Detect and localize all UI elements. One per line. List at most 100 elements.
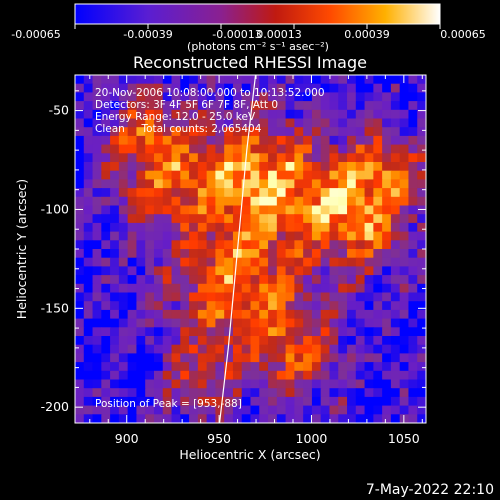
- heatmap-cell: [311, 414, 322, 423]
- heatmap-cell: [259, 179, 269, 189]
- heatmap-cell: [197, 379, 208, 389]
- heatmap-cell: [118, 336, 129, 346]
- heatmap-cell: [127, 144, 138, 154]
- heatmap-cell: [259, 75, 269, 85]
- heatmap-cell: [311, 83, 322, 93]
- heatmap-cell: [285, 388, 295, 398]
- heatmap-cell: [320, 222, 331, 233]
- heatmap-cell: [101, 127, 111, 137]
- heatmap-cell: [408, 196, 418, 207]
- heatmap-cell: [382, 414, 392, 423]
- heatmap-cell: [110, 205, 120, 215]
- heatmap-cell: [373, 135, 383, 146]
- heatmap-cell: [355, 231, 366, 241]
- heatmap-cell: [101, 214, 111, 224]
- heatmap-cell: [127, 231, 138, 241]
- heatmap-cell: [215, 257, 225, 267]
- heatmap-cell: [136, 362, 146, 372]
- heatmap-cell: [215, 101, 225, 111]
- heatmap-cell: [197, 240, 208, 250]
- heatmap-cell: [276, 170, 287, 180]
- heatmap-cell: [101, 188, 111, 198]
- heatmap-cell: [197, 196, 208, 207]
- heatmap-cell: [180, 292, 190, 302]
- heatmap-cell: [320, 205, 331, 215]
- heatmap-cell: [153, 353, 164, 363]
- heatmap-cell: [303, 309, 313, 320]
- heatmap-cell: [303, 222, 313, 233]
- heatmap-cell: [338, 257, 348, 267]
- heatmap-cell: [145, 205, 155, 215]
- heatmap-cell: [355, 379, 366, 389]
- heatmap-cell: [215, 396, 225, 407]
- heatmap-cell: [162, 144, 173, 154]
- heatmap-cell: [127, 336, 138, 346]
- heatmap-cell: [118, 249, 129, 259]
- heatmap-cell: [232, 292, 243, 302]
- heatmap-cell: [145, 396, 155, 407]
- heatmap-cell: [241, 414, 252, 423]
- heatmap-cell: [206, 196, 217, 207]
- heatmap-cell: [320, 83, 331, 93]
- heatmap-cell: [197, 370, 208, 381]
- heatmap-cell: [373, 336, 383, 346]
- heatmap-cell: [338, 396, 348, 407]
- heatmap-cell: [250, 153, 260, 163]
- heatmap-cell: [162, 196, 173, 207]
- heatmap-cell: [189, 135, 199, 146]
- heatmap-cell: [294, 196, 304, 207]
- heatmap-cell: [285, 249, 295, 259]
- heatmap-cell: [285, 75, 295, 85]
- heatmap-cell: [259, 353, 269, 363]
- heatmap-cell: [417, 309, 426, 320]
- heatmap-cell: [241, 83, 252, 93]
- heatmap-cell: [110, 379, 120, 389]
- heatmap-cell: [232, 205, 243, 215]
- heatmap-cell: [285, 275, 295, 285]
- heatmap-cell: [250, 344, 260, 354]
- heatmap-cell: [285, 127, 295, 137]
- heatmap-cell: [232, 396, 243, 407]
- heatmap-cell: [294, 379, 304, 389]
- heatmap-cell: [145, 292, 155, 302]
- heatmap-cell: [250, 205, 260, 215]
- heatmap-cell: [329, 118, 339, 128]
- heatmap-cell: [382, 309, 392, 320]
- heatmap-cell: [153, 240, 164, 250]
- heatmap-cell: [347, 118, 357, 128]
- heatmap-cell: [232, 83, 243, 93]
- heatmap-cell: [153, 336, 164, 346]
- x-tick-label: 900: [115, 431, 139, 446]
- heatmap-cell: [329, 170, 339, 180]
- heatmap-cell: [136, 353, 146, 363]
- heatmap-cell: [303, 231, 313, 241]
- heatmap-cell: [355, 127, 366, 137]
- heatmap-cell: [347, 188, 357, 198]
- heatmap-cell: [338, 362, 348, 372]
- heatmap-cell: [189, 127, 199, 137]
- heatmap-cell: [355, 344, 366, 354]
- heatmap-cell: [224, 240, 234, 250]
- heatmap-cell: [364, 388, 374, 398]
- heatmap-cell: [101, 135, 111, 146]
- heatmap-cell: [329, 83, 339, 93]
- heatmap-cell: [189, 162, 199, 172]
- heatmap-cell: [232, 118, 243, 128]
- heatmap-cell: [118, 109, 129, 120]
- heatmap-cell: [215, 362, 225, 372]
- heatmap-cell: [408, 318, 418, 328]
- heatmap-cell: [232, 92, 243, 102]
- heatmap-cell: [136, 222, 146, 233]
- heatmap-cell: [294, 222, 304, 233]
- heatmap-cell: [206, 127, 217, 137]
- heatmap-cell: [215, 240, 225, 250]
- heatmap-cell: [268, 196, 278, 207]
- heatmap-cell: [75, 292, 85, 302]
- heatmap-cell: [75, 92, 85, 102]
- heatmap-cell: [241, 214, 252, 224]
- heatmap-cell: [294, 179, 304, 189]
- heatmap-cell: [118, 396, 129, 407]
- heatmap-cell: [303, 162, 313, 172]
- heatmap-cell: [75, 153, 85, 163]
